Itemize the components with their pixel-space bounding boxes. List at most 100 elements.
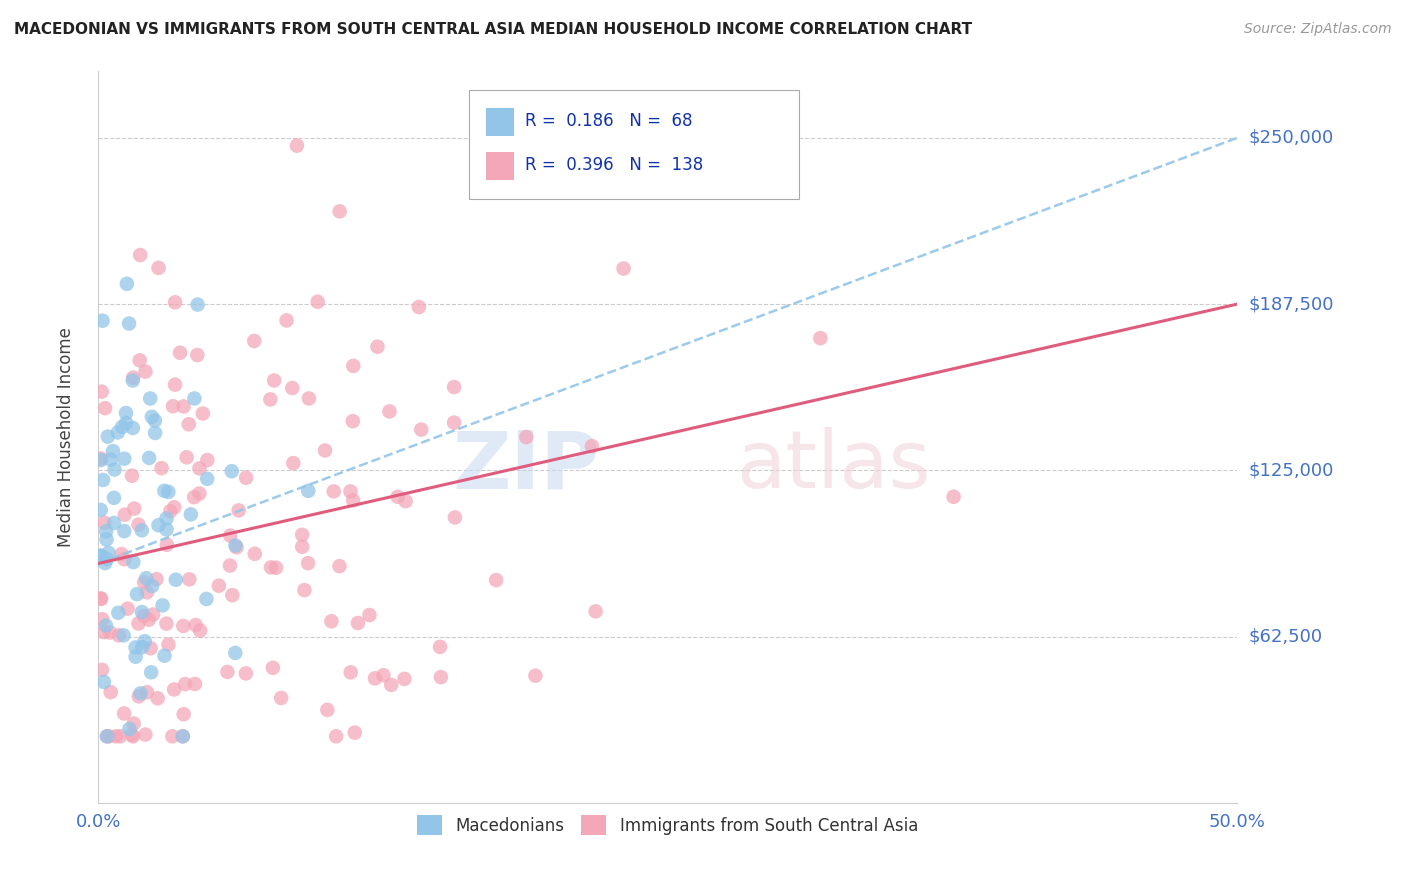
Point — [91, 473, 114, 487]
Point — [152, 599, 174, 613]
Point — [115, 277, 138, 291]
Point — [100, 685, 122, 699]
Text: Source: ZipAtlas.com: Source: ZipAtlas.com — [1244, 22, 1392, 37]
Point — [395, 494, 418, 508]
Point — [366, 340, 388, 354]
Point — [297, 483, 319, 498]
Point — [134, 727, 156, 741]
Point — [165, 573, 187, 587]
Point — [339, 484, 361, 499]
Point — [94, 401, 117, 416]
Point — [186, 348, 208, 362]
Point — [187, 297, 209, 311]
Point — [224, 539, 246, 553]
Legend: Macedonians, Immigrants from South Central Asia: Macedonians, Immigrants from South Centr… — [411, 808, 925, 842]
Point — [219, 558, 242, 573]
Point — [93, 675, 115, 690]
Point — [96, 533, 118, 547]
Point — [129, 686, 152, 700]
Point — [174, 677, 197, 691]
Point — [195, 453, 218, 467]
Point — [173, 400, 195, 414]
Point — [342, 414, 364, 428]
Point — [131, 524, 153, 538]
Point — [94, 556, 117, 570]
Point — [118, 722, 141, 736]
Bar — [485, 108, 515, 136]
Point — [285, 138, 308, 153]
Point — [98, 625, 121, 640]
Point — [325, 729, 347, 743]
Point — [163, 500, 186, 515]
Point — [524, 669, 547, 683]
Point — [162, 729, 184, 743]
Text: $125,000: $125,000 — [1249, 461, 1334, 479]
Point — [112, 552, 135, 566]
Point — [195, 591, 218, 606]
Point — [612, 261, 634, 276]
Point — [283, 456, 305, 470]
Point — [131, 605, 153, 619]
Point — [585, 604, 607, 618]
Point — [342, 359, 364, 373]
Point — [117, 601, 139, 615]
FancyBboxPatch shape — [468, 90, 799, 200]
Point — [91, 314, 114, 328]
Point — [97, 546, 120, 560]
Point — [264, 560, 287, 574]
Point — [188, 624, 211, 638]
Point — [103, 516, 125, 530]
Point — [125, 587, 148, 601]
Point — [122, 555, 145, 569]
Point — [90, 503, 112, 517]
Point — [183, 490, 205, 504]
Point — [143, 425, 166, 440]
Point — [808, 331, 831, 345]
Point — [115, 406, 138, 420]
Point — [184, 618, 207, 632]
Point — [93, 516, 115, 530]
Point — [179, 573, 201, 587]
Point — [127, 616, 149, 631]
Point — [121, 728, 143, 742]
Point — [139, 392, 162, 406]
Point — [373, 668, 395, 682]
Point — [359, 608, 381, 623]
Point — [177, 417, 200, 432]
Point — [90, 451, 112, 466]
Point — [408, 300, 430, 314]
Point — [294, 583, 316, 598]
Point — [225, 541, 247, 555]
Point — [134, 575, 156, 590]
Point — [148, 518, 170, 533]
Point — [430, 670, 453, 684]
Point — [90, 592, 112, 607]
Bar — [485, 152, 515, 179]
Point — [107, 628, 129, 642]
Point — [121, 374, 143, 388]
Point — [159, 504, 181, 518]
Point — [112, 706, 135, 721]
Point — [98, 729, 121, 743]
Point — [134, 609, 156, 624]
Point — [142, 607, 165, 622]
Text: $250,000: $250,000 — [1249, 128, 1334, 147]
Point — [128, 690, 150, 704]
Point — [141, 665, 163, 680]
Point — [228, 503, 250, 517]
Point — [97, 429, 120, 443]
Point — [191, 407, 214, 421]
Point — [328, 559, 350, 574]
Point — [94, 524, 117, 539]
Point — [224, 646, 246, 660]
Point — [329, 204, 352, 219]
Point — [104, 729, 127, 743]
Point — [103, 462, 125, 476]
Point — [217, 665, 239, 679]
Point — [443, 380, 465, 394]
Point — [172, 729, 194, 743]
Point — [91, 612, 114, 626]
Point — [169, 345, 191, 359]
Point — [153, 648, 176, 663]
Point — [145, 572, 167, 586]
